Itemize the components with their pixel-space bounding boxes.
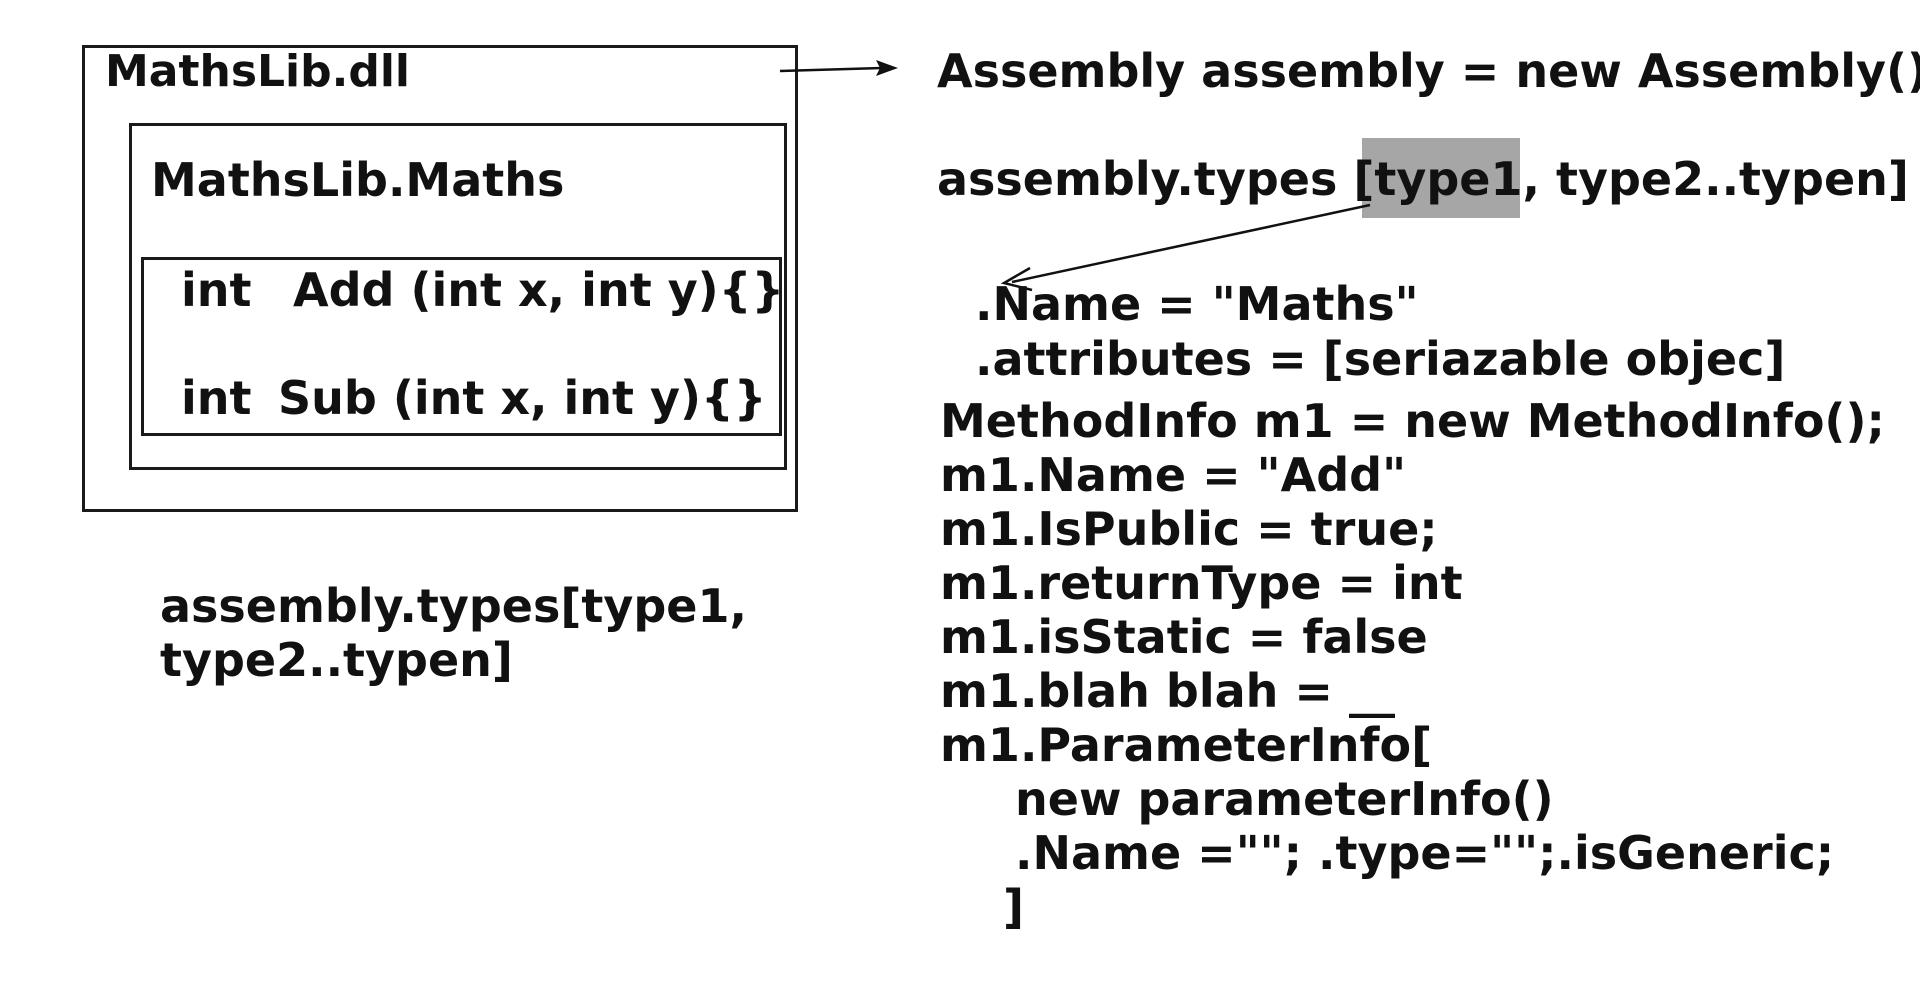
type-prop-attributes: .attributes = [seriazable objec] (975, 332, 1786, 386)
methods-box (141, 257, 782, 436)
left-note-line1: assembly.types[type1, (160, 579, 747, 633)
param-line: .Name =""; .type="";.isGeneric; (1015, 826, 1835, 880)
type1-to-name-arrow (1000, 203, 1371, 292)
type-prop-name: .Name = "Maths" (975, 277, 1419, 331)
method-add-signature: Add (int x, int y){} (293, 263, 785, 317)
types-prefix: assembly.types [ (937, 152, 1375, 206)
method-sub-type: int (181, 371, 252, 425)
method-line: m1.Name = "Add" (940, 448, 1407, 502)
method-line: m1.ParameterInfo[ (940, 718, 1433, 772)
dll-to-assembly-arrow (779, 60, 898, 76)
method-line: m1.returnType = int (940, 556, 1463, 610)
assembly-line: Assembly assembly = new Assembly() (937, 44, 1920, 98)
class-box (129, 123, 787, 470)
type1-highlight (1362, 138, 1520, 218)
assembly-types-line: assembly.types [type1, type2..typen] (937, 156, 1909, 202)
dll-label: MathsLib.dll (105, 46, 411, 97)
method-line: MethodInfo m1 = new MethodInfo(); (940, 394, 1885, 448)
method-add-type: int (181, 263, 252, 317)
closing-bracket: ] (1003, 880, 1025, 934)
method-sub-signature: Sub (int x, int y){} (278, 371, 767, 425)
dll-box (82, 45, 798, 512)
method-line: m1.isStatic = false (940, 610, 1428, 664)
types-suffix: , type2..typen] (1522, 152, 1909, 206)
types-highlight-text: type1 (1374, 152, 1523, 206)
method-line: m1.IsPublic = true; (940, 502, 1438, 556)
method-line: m1.blah blah = __ (940, 664, 1395, 718)
class-label: MathsLib.Maths (151, 153, 565, 207)
left-note-line2: type2..typen] (160, 633, 513, 687)
param-line: new parameterInfo() (1015, 772, 1554, 826)
